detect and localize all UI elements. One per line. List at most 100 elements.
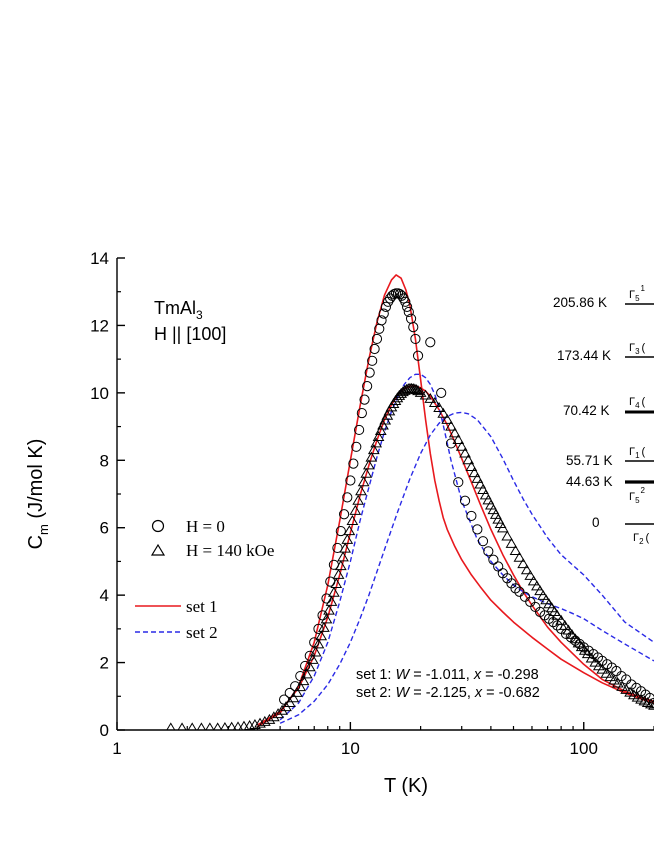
data-point-h0 <box>519 591 531 602</box>
data-point-h0 <box>396 290 407 301</box>
plot-area <box>166 274 654 730</box>
data-point-h140 <box>558 619 571 630</box>
data-point-h0 <box>510 583 521 594</box>
data-point-h140 <box>276 704 289 715</box>
data-point-h140 <box>341 533 354 544</box>
data-point-h140 <box>509 544 522 555</box>
data-point-h140 <box>524 569 537 580</box>
data-point-h140 <box>501 530 514 541</box>
x-axis-label: T (K) <box>384 775 428 797</box>
legend-label-set2: set 2 <box>186 623 218 642</box>
data-point-h0 <box>408 322 419 333</box>
data-point-h140 <box>517 558 530 569</box>
data-point-h0 <box>367 355 378 366</box>
data-point-h140 <box>357 476 370 487</box>
y-tick-label: 0 <box>100 721 109 740</box>
data-point-h140 <box>303 661 316 672</box>
data-point-h140 <box>291 686 303 697</box>
x-tick-label: 10 <box>341 739 360 758</box>
data-point-h140 <box>585 652 598 663</box>
legend-triangle-marker <box>150 543 166 556</box>
level-energy-5: 44.63 K <box>566 474 613 489</box>
data-point-h140 <box>581 648 594 659</box>
data-point-h0 <box>466 510 477 522</box>
data-point-h140 <box>370 437 383 448</box>
data-point-h140 <box>325 595 338 606</box>
data-point-h140 <box>352 494 365 505</box>
series-line-set-1-140-koe- <box>257 385 654 726</box>
data-point-h140 <box>616 680 628 691</box>
data-point-h140 <box>641 697 654 708</box>
fit-params-set1: set 1: W = -1.011, x = -0.298 <box>356 667 539 683</box>
data-point-h140 <box>566 628 578 639</box>
data-point-h140 <box>645 698 654 709</box>
data-point-h140 <box>349 504 362 515</box>
level-energy-4: 55.71 K <box>566 453 613 468</box>
data-point-h140 <box>205 722 215 730</box>
data-point-h140 <box>468 467 481 478</box>
data-point-h140 <box>360 467 373 478</box>
data-point-h140 <box>309 646 322 657</box>
data-point-h140 <box>412 385 424 396</box>
y-tick-label: 8 <box>100 451 109 470</box>
data-point-h140 <box>638 695 651 706</box>
data-point-h140 <box>334 560 347 571</box>
legend: H = 0 H = 140 kOe set 1 set 2 <box>135 517 274 642</box>
data-point-h0 <box>359 394 370 405</box>
data-point-h140 <box>562 624 575 635</box>
data-point-h0 <box>332 542 343 554</box>
data-point-h0 <box>364 367 375 378</box>
y-tick-label: 12 <box>90 316 109 335</box>
data-point-h140 <box>596 663 609 674</box>
data-point-h140 <box>249 718 261 729</box>
data-point-h140 <box>455 440 468 451</box>
data-point-h0 <box>648 697 654 709</box>
data-point-h140 <box>445 420 457 431</box>
data-point-h140 <box>471 472 484 483</box>
data-point-h140 <box>187 722 197 730</box>
data-point-h140 <box>414 386 427 397</box>
data-point-h0 <box>380 301 392 312</box>
data-point-h0 <box>354 424 365 436</box>
data-point-h0 <box>335 525 346 537</box>
data-point-h140 <box>496 522 509 533</box>
data-point-h140 <box>362 459 375 470</box>
data-point-h0 <box>362 381 373 392</box>
data-point-h140 <box>459 447 471 458</box>
series-line-set-2 <box>279 373 654 721</box>
level-energy-6: 0 <box>592 515 600 530</box>
series-line-set-2-140-koe- <box>279 411 654 724</box>
data-point-h140 <box>166 722 176 730</box>
data-point-h140 <box>328 586 340 597</box>
level-scheme: 205.86 K Γ51 173.44 K Γ3( 70.42 K Γ4( 55… <box>553 284 654 546</box>
data-point-h0 <box>376 315 387 326</box>
data-point-h0 <box>348 458 359 469</box>
data-point-h140 <box>534 585 546 596</box>
y-tick-label: 10 <box>90 384 109 403</box>
data-point-h140 <box>196 722 206 730</box>
level-label-6: Γ2( <box>633 532 650 546</box>
legend-circle-marker <box>151 519 165 533</box>
data-point-h140 <box>318 621 330 632</box>
y-tick-label: 6 <box>100 519 109 538</box>
data-point-h140 <box>462 454 475 465</box>
level-label-1: Γ51 <box>629 284 646 303</box>
data-point-h140 <box>424 392 437 403</box>
data-point-h140 <box>648 699 654 710</box>
data-point-h0 <box>313 623 324 634</box>
data-point-h140 <box>600 667 613 678</box>
data-point-h0 <box>412 350 424 361</box>
data-point-h140 <box>452 434 465 445</box>
data-point-h140 <box>258 715 271 726</box>
data-point-h140 <box>320 613 333 624</box>
level-energy-1: 205.86 K <box>553 295 607 310</box>
data-point-h0 <box>488 554 499 565</box>
data-point-h140 <box>433 402 445 413</box>
data-point-h0 <box>459 495 471 506</box>
data-point-h140 <box>555 614 568 625</box>
legend-label-h140: H = 140 kOe <box>186 541 274 560</box>
data-point-h140 <box>527 575 540 586</box>
data-point-h140 <box>372 431 385 442</box>
data-point-h140 <box>374 424 387 435</box>
data-point-h140 <box>254 717 266 728</box>
